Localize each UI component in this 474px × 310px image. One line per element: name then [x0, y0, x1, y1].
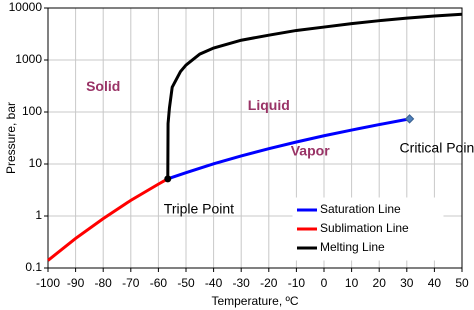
phase-label: Vapor: [291, 143, 330, 159]
legend-box: [292, 197, 444, 261]
x-tick-label: -70: [122, 276, 140, 290]
y-tick-label: 10: [29, 156, 43, 170]
x-tick-label: -80: [95, 276, 113, 290]
x-tick-label: -40: [205, 276, 223, 290]
y-tick-label: 10000: [9, 0, 43, 14]
point-label: Critical Point: [400, 140, 474, 156]
x-axis-label: Temperature, ºC: [211, 294, 298, 308]
series-line: [47, 177, 169, 262]
y-tick-label: 1: [35, 208, 42, 222]
x-tick-label: -30: [233, 276, 251, 290]
y-tick-label: 1000: [15, 52, 42, 66]
x-tick-label: 20: [373, 276, 387, 290]
point-label: Triple Point: [164, 201, 234, 217]
series-line: [166, 12, 463, 179]
legend-label: Melting Line: [320, 240, 385, 254]
x-tick-label: 10: [345, 276, 359, 290]
legend-label: Saturation Line: [320, 202, 401, 216]
y-tick-label: 100: [22, 104, 42, 118]
x-tick-label: 40: [428, 276, 442, 290]
x-tick-label: 30: [400, 276, 414, 290]
phase-label: Solid: [86, 78, 120, 94]
x-tick-label: -90: [67, 276, 85, 290]
x-tick-label: -10: [288, 276, 306, 290]
phase-label: Liquid: [248, 97, 290, 113]
x-tick-label: 50: [455, 276, 469, 290]
x-tick-label: 0: [321, 276, 328, 290]
series-line: [167, 117, 410, 181]
x-tick-label: -100: [36, 276, 60, 290]
x-tick-label: -60: [150, 276, 168, 290]
y-tick-label: 0.1: [25, 260, 42, 274]
plot-frame: [47, 7, 463, 269]
critical-point-marker: [404, 114, 415, 124]
legend-label: Sublimation Line: [320, 221, 409, 235]
triple-point-marker: [164, 175, 172, 183]
x-tick-label: -50: [177, 276, 195, 290]
y-axis-label: Pressure, bar: [4, 102, 18, 174]
x-tick-label: -20: [260, 276, 278, 290]
